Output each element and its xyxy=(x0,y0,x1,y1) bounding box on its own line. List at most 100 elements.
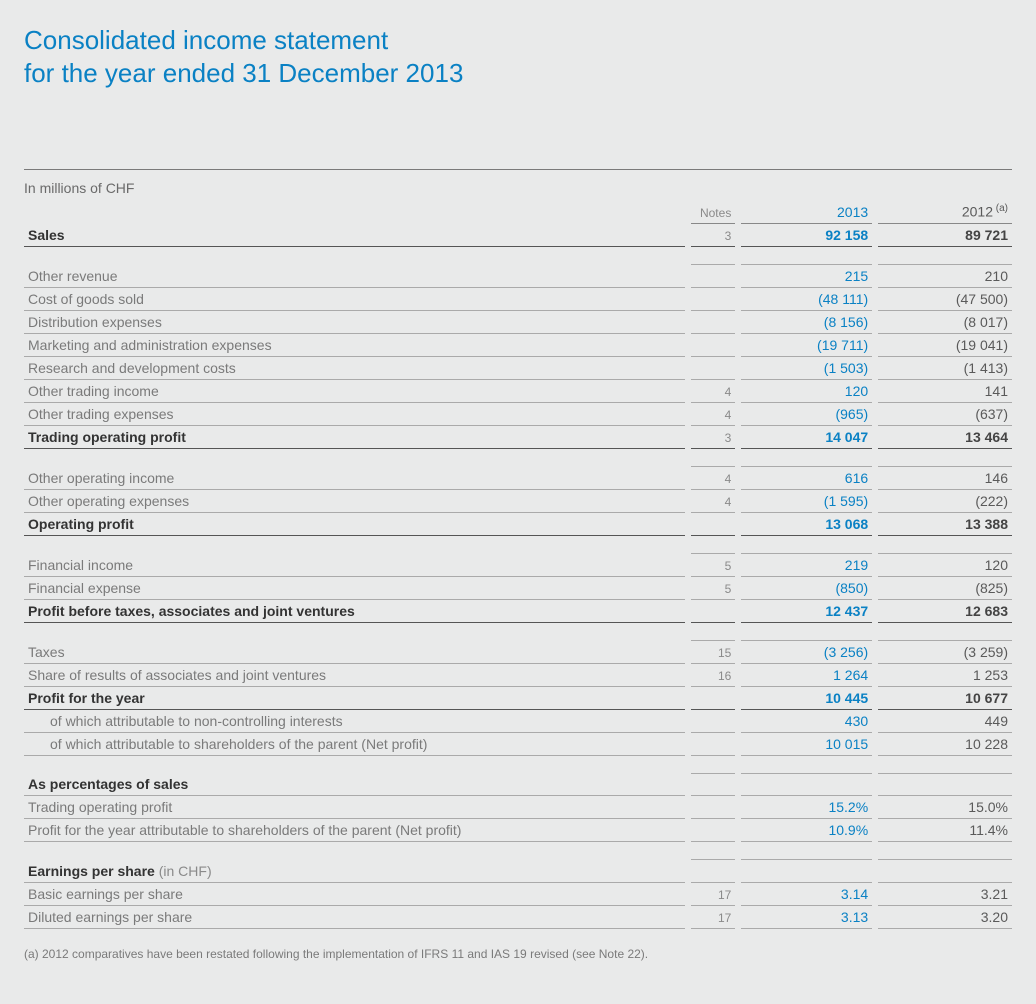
row-2012: 449 xyxy=(875,709,1012,732)
row-label: Distribution expenses xyxy=(24,310,688,333)
table-row: Profit for the year10 44510 677 xyxy=(24,686,1012,709)
row-label: Sales xyxy=(24,223,688,246)
row-2013: (965) xyxy=(738,402,875,425)
table-row: Trading operating profit314 04713 464 xyxy=(24,425,1012,448)
table-row: Marketing and administration expenses (19… xyxy=(24,333,1012,356)
row-2012: (3 259) xyxy=(875,640,1012,663)
row-label: Taxes xyxy=(24,640,688,663)
unit-label: In millions of CHF xyxy=(24,170,1012,200)
table-row: Earnings per share (in CHF) xyxy=(24,860,1012,883)
row-label: Other trading income xyxy=(24,379,688,402)
row-note xyxy=(688,686,738,709)
row-2013: 12 437 xyxy=(738,599,875,622)
table-row: Other trading expenses4(965)(637) xyxy=(24,402,1012,425)
row-2013: 10.9% xyxy=(738,819,875,842)
row-label: Profit for the year attributable to shar… xyxy=(24,819,688,842)
row-label: Financial income xyxy=(24,553,688,576)
row-note: 3 xyxy=(688,223,738,246)
row-2012: (222) xyxy=(875,489,1012,512)
header-notes: Notes xyxy=(688,200,738,223)
row-2012: (825) xyxy=(875,576,1012,599)
row-2013: (19 711) xyxy=(738,333,875,356)
table-row: Profit for the year attributable to shar… xyxy=(24,819,1012,842)
title-line-2: for the year ended 31 December 2013 xyxy=(24,58,463,88)
row-label: Trading operating profit xyxy=(24,796,688,819)
header-2013: 2013 xyxy=(738,200,875,223)
row-note: 15 xyxy=(688,640,738,663)
row-note xyxy=(688,264,738,287)
row-2012: 146 xyxy=(875,466,1012,489)
table-row: of which attributable to non-controlling… xyxy=(24,709,1012,732)
row-label: Share of results of associates and joint… xyxy=(24,663,688,686)
row-2013: 219 xyxy=(738,553,875,576)
row-note xyxy=(688,310,738,333)
row-note xyxy=(688,512,738,535)
row-label: Operating profit xyxy=(24,512,688,535)
row-2013: 430 xyxy=(738,709,875,732)
row-2013: 15.2% xyxy=(738,796,875,819)
row-label: Marketing and administration expenses xyxy=(24,333,688,356)
row-note xyxy=(688,333,738,356)
row-2012: (1 413) xyxy=(875,356,1012,379)
row-2013: 1 264 xyxy=(738,663,875,686)
row-2013: 120 xyxy=(738,379,875,402)
row-label: Financial expense xyxy=(24,576,688,599)
table-row: of which attributable to shareholders of… xyxy=(24,732,1012,755)
row-note: 4 xyxy=(688,489,738,512)
table-row: Financial expense5(850)(825) xyxy=(24,576,1012,599)
row-label: Diluted earnings per share xyxy=(24,905,688,928)
row-2012: 10 677 xyxy=(875,686,1012,709)
row-label: Cost of goods sold xyxy=(24,287,688,310)
row-2013: 3.14 xyxy=(738,882,875,905)
row-2013: (8 156) xyxy=(738,310,875,333)
row-2013: (850) xyxy=(738,576,875,599)
row-note: 16 xyxy=(688,663,738,686)
table-row: Basic earnings per share173.143.21 xyxy=(24,882,1012,905)
table-header-row: Notes 2013 2012 (a) xyxy=(24,200,1012,223)
row-note: 17 xyxy=(688,882,738,905)
income-statement-table: Notes 2013 2012 (a) Sales392 15889 721Ot… xyxy=(24,200,1012,929)
row-2012: 3.20 xyxy=(875,905,1012,928)
row-2012: 11.4% xyxy=(875,819,1012,842)
footnote-a: (a) 2012 comparatives have been restated… xyxy=(24,929,1012,961)
title-line-1: Consolidated income statement xyxy=(24,25,388,55)
row-note: 17 xyxy=(688,905,738,928)
row-label: As percentages of sales xyxy=(24,773,688,796)
row-2013: (1 595) xyxy=(738,489,875,512)
row-2013: (3 256) xyxy=(738,640,875,663)
table-row: Financial income5219120 xyxy=(24,553,1012,576)
row-2013: 3.13 xyxy=(738,905,875,928)
row-2013: 215 xyxy=(738,264,875,287)
row-note xyxy=(688,287,738,310)
header-2012: 2012 (a) xyxy=(875,200,1012,223)
row-label: Research and development costs xyxy=(24,356,688,379)
row-note: 5 xyxy=(688,553,738,576)
table-row: Profit before taxes, associates and join… xyxy=(24,599,1012,622)
row-2012: 210 xyxy=(875,264,1012,287)
table-row: Operating profit13 06813 388 xyxy=(24,512,1012,535)
row-2012: (8 017) xyxy=(875,310,1012,333)
row-note: 5 xyxy=(688,576,738,599)
table-row: Research and development costs(1 503)(1 … xyxy=(24,356,1012,379)
row-2012: 3.21 xyxy=(875,882,1012,905)
row-note: 4 xyxy=(688,402,738,425)
table-row: Share of results of associates and joint… xyxy=(24,663,1012,686)
row-2012: (19 041) xyxy=(875,333,1012,356)
row-2012: 10 228 xyxy=(875,732,1012,755)
row-label: Other operating income xyxy=(24,466,688,489)
row-2013: 10 445 xyxy=(738,686,875,709)
row-2012: 120 xyxy=(875,553,1012,576)
table-row: Other revenue215210 xyxy=(24,264,1012,287)
row-2013: (48 111) xyxy=(738,287,875,310)
table-row: Other operating income4616146 xyxy=(24,466,1012,489)
row-note xyxy=(688,709,738,732)
row-2012: (47 500) xyxy=(875,287,1012,310)
table-row: Cost of goods sold (48 111)(47 500) xyxy=(24,287,1012,310)
row-2012: (637) xyxy=(875,402,1012,425)
row-2013: 13 068 xyxy=(738,512,875,535)
row-note: 4 xyxy=(688,379,738,402)
table-row xyxy=(24,535,1012,553)
table-row: Diluted earnings per share173.133.20 xyxy=(24,905,1012,928)
row-note xyxy=(688,819,738,842)
row-2013: 14 047 xyxy=(738,425,875,448)
